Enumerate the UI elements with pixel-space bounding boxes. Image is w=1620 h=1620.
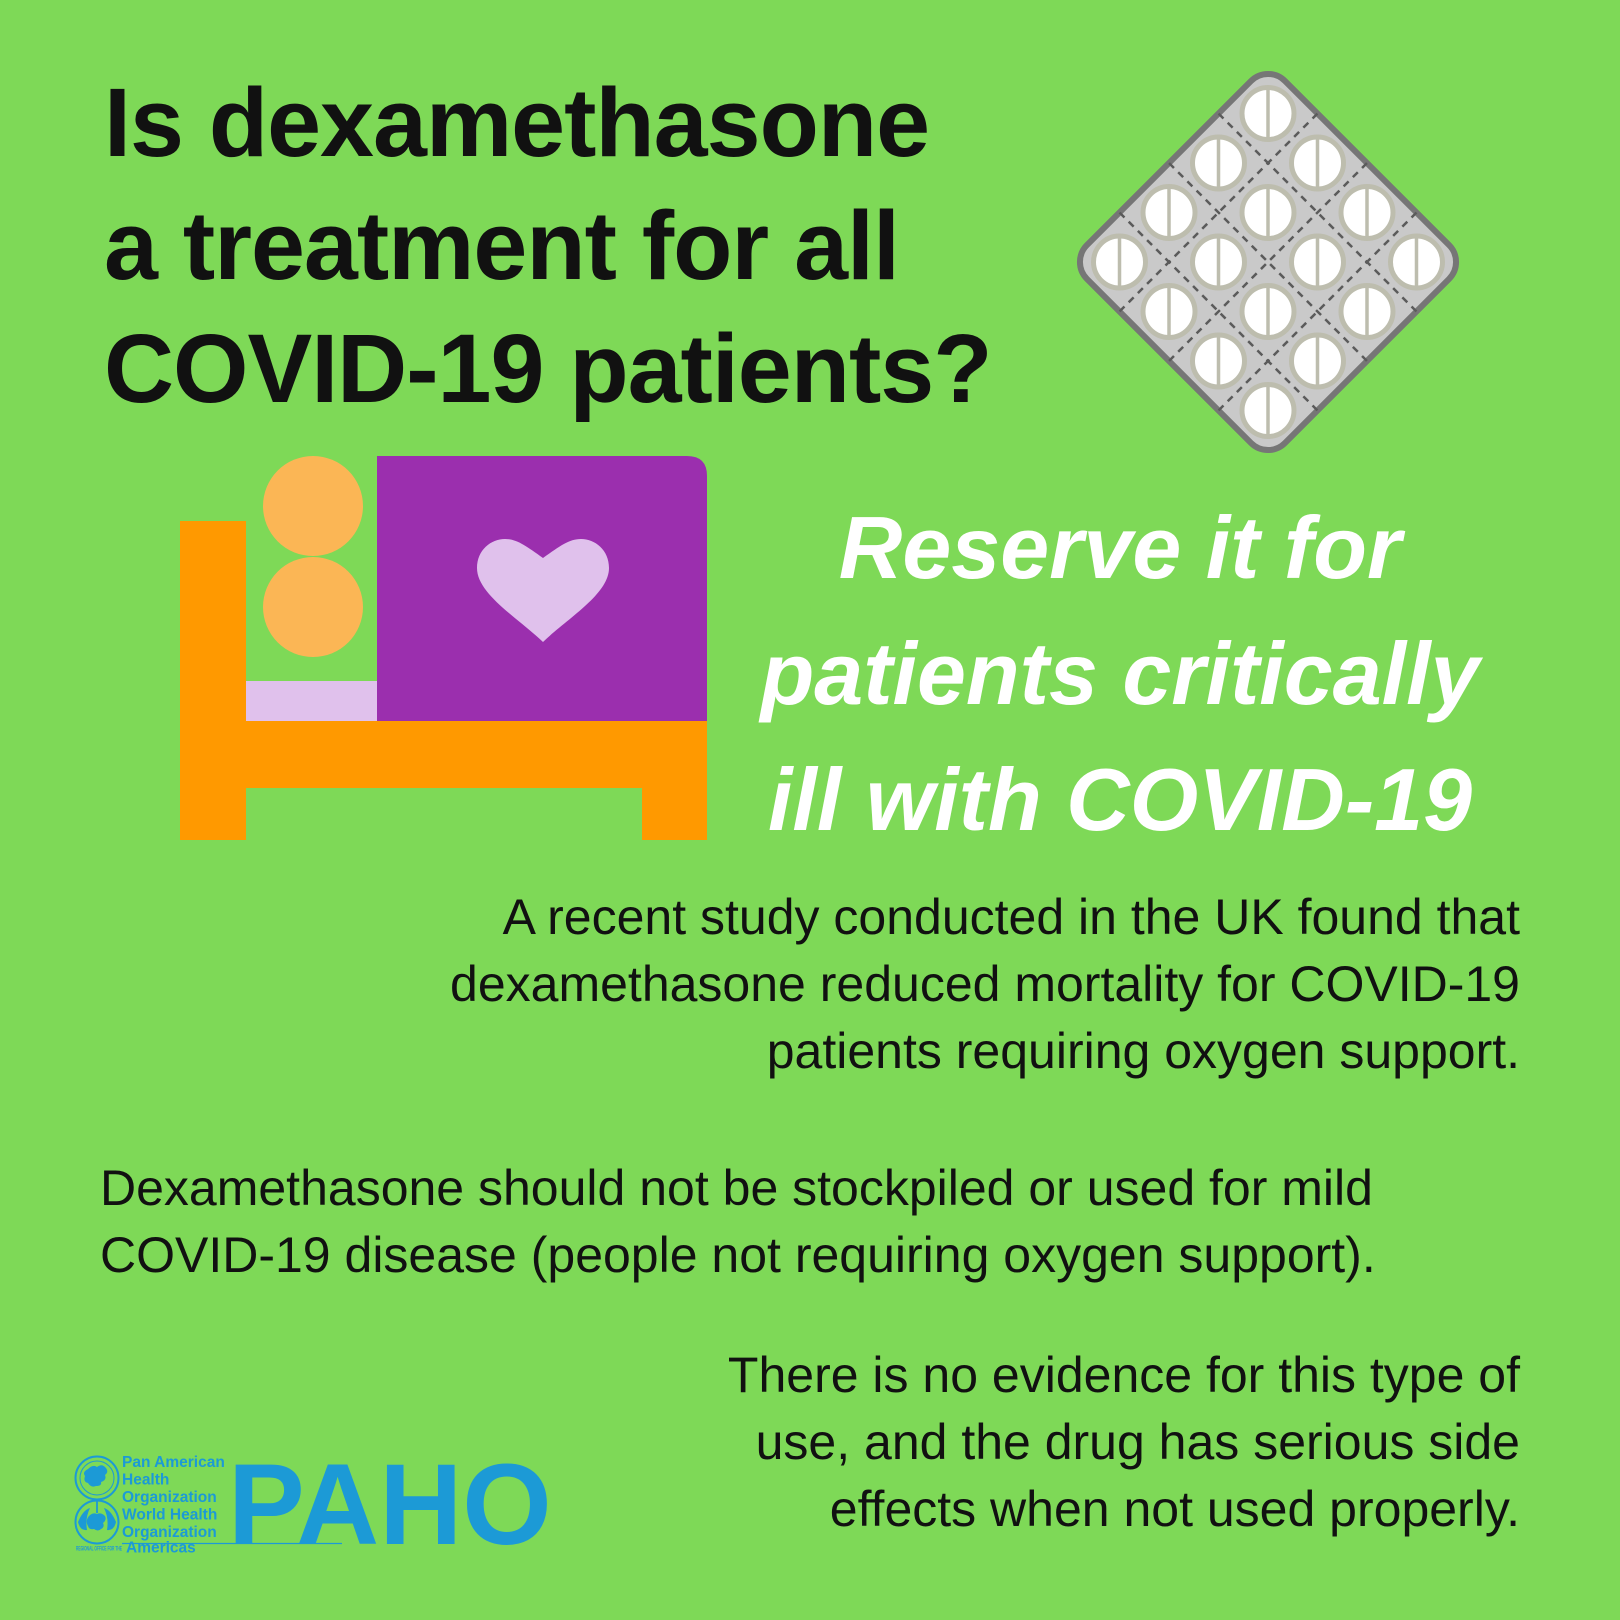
svg-text:Americas: Americas (126, 1540, 196, 1557)
svg-text:World Health: World Health (122, 1507, 217, 1524)
svg-text:Organization: Organization (122, 1489, 217, 1506)
svg-text:Organization: Organization (122, 1524, 217, 1541)
svg-text:PAHO: PAHO (228, 1453, 552, 1569)
svg-text:Pan American: Pan American (122, 1454, 225, 1471)
svg-text:REGIONAL OFFICE FOR THE: REGIONAL OFFICE FOR THE (76, 1546, 122, 1553)
svg-text:Health: Health (122, 1472, 169, 1489)
